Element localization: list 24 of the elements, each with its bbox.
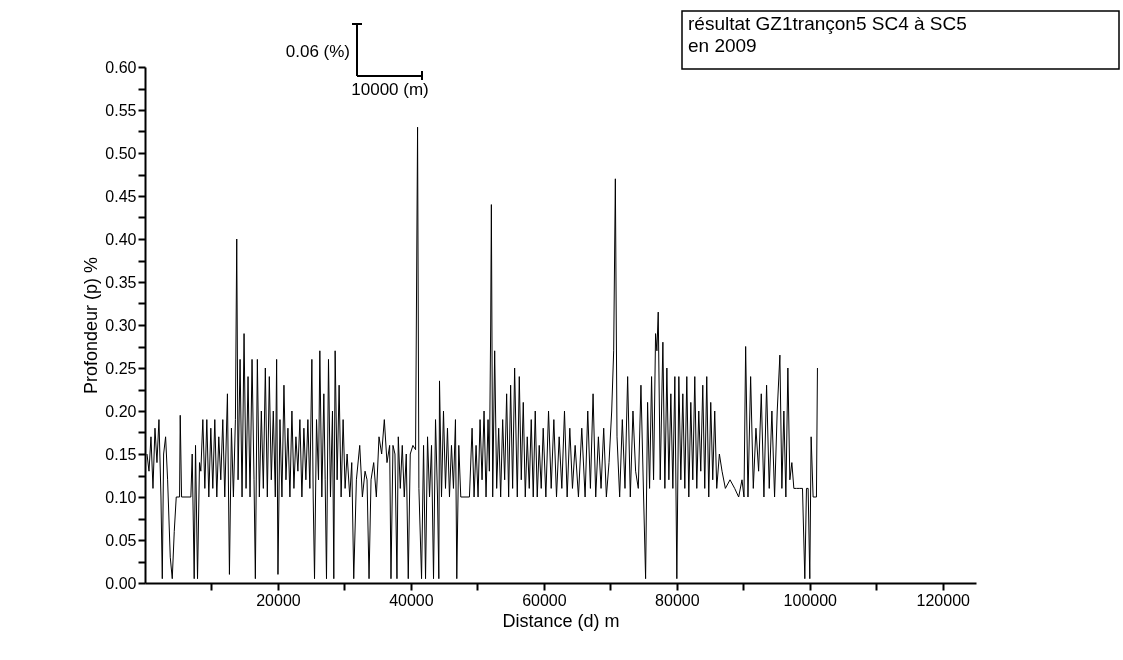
y-tick-label: 0.40 [105, 230, 137, 248]
x-tick-label: 60000 [522, 591, 567, 609]
y-tick-label: 0.35 [105, 273, 137, 291]
x-tick-label: 100000 [783, 591, 838, 609]
x-tick-label: 80000 [655, 591, 700, 609]
y-tick-label: 0.15 [105, 445, 137, 463]
annotation: 10000 (m) [351, 80, 429, 99]
x-axis-title: Distance (d) m [502, 610, 620, 631]
text: résultat GZ1trançon5 SC4 à SC5 en 2009 [688, 13, 967, 56]
x-tick-label: 20000 [256, 591, 301, 609]
y-tick-label: 0.45 [105, 187, 137, 205]
y-tick-label: 0.20 [105, 402, 137, 420]
y-tick-label: 0.25 [105, 359, 137, 377]
x-tick-label: 120000 [916, 591, 971, 609]
y-tick-label: 0.60 [105, 58, 137, 76]
x-tick-label: 40000 [389, 591, 434, 609]
y-tick-label: 0.10 [105, 488, 137, 506]
y-tick-label: 0.30 [105, 316, 137, 334]
y-tick-label: 0.05 [105, 531, 137, 549]
y-tick-label: 0.00 [105, 574, 137, 592]
y-tick-label: 0.55 [105, 101, 137, 119]
text: 0.06 (%) [285, 42, 350, 61]
y-tick-label: 0.50 [105, 144, 137, 162]
y-axis-title: Profondeur (p) % [81, 256, 102, 395]
